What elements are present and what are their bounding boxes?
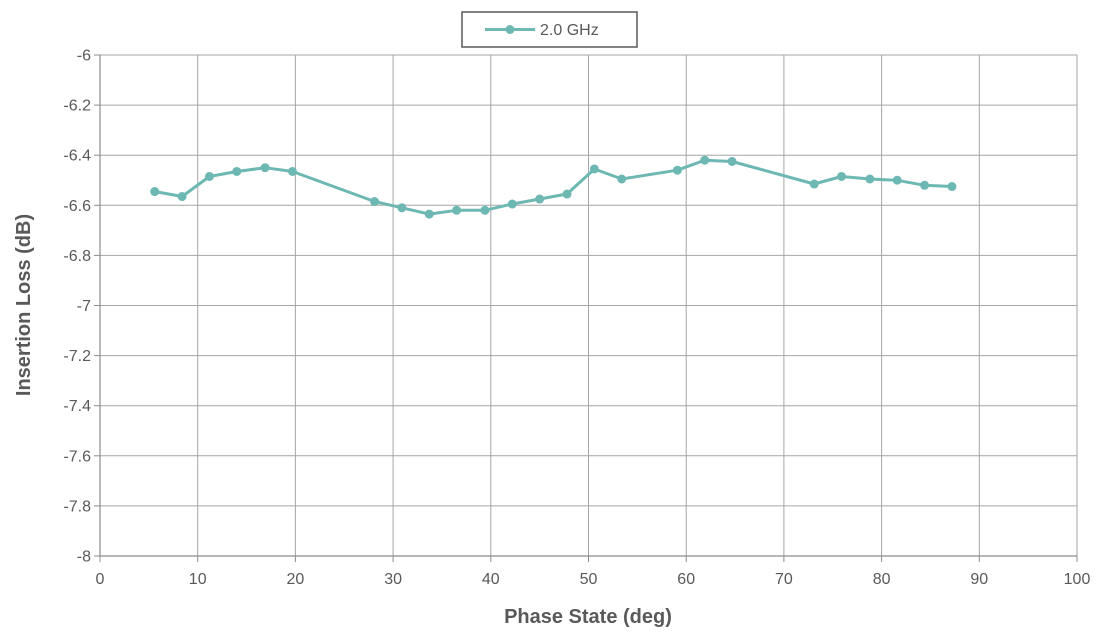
data-point (920, 180, 930, 190)
axes (94, 54, 1078, 562)
data-point (370, 197, 380, 207)
x-tick-label: 70 (775, 571, 793, 588)
data-point (150, 187, 160, 197)
y-tick-label: -6.4 (63, 148, 91, 165)
series-layer (150, 155, 957, 219)
y-tick-label: -7 (77, 298, 91, 315)
data-point (452, 205, 462, 215)
data-point (809, 179, 819, 189)
data-point (260, 163, 270, 173)
x-tick-label: 30 (384, 571, 402, 588)
x-axis-title: Phase State (deg) (504, 606, 672, 628)
data-point (397, 203, 407, 213)
y-tick-label: -6.2 (63, 98, 91, 115)
legend-series-marker (505, 25, 515, 34)
data-point (177, 192, 187, 202)
data-point (287, 166, 297, 176)
y-tick-label: -7.6 (63, 448, 91, 465)
y-axis-title: Insertion Loss (dB) (13, 214, 35, 396)
x-tick-label: 80 (873, 571, 891, 588)
y-tick-label: -7.2 (63, 348, 91, 365)
data-point (837, 171, 847, 181)
y-tick-label: -6.6 (63, 198, 91, 215)
y-tick-labels: -6 -6.2 -6.4 -6.6 -6.8 -7 -7.2 -7.4 -7.6 -7.8 -8 (63, 48, 91, 566)
data-point (535, 194, 545, 204)
x-tick-label: 60 (677, 571, 695, 588)
data-point (589, 164, 599, 174)
x-tick-label: 10 (189, 571, 207, 588)
data-point (232, 166, 242, 176)
data-point (727, 156, 737, 166)
x-tick-label: 40 (482, 571, 500, 588)
data-point (700, 155, 710, 165)
legend: 2.0 GHz (461, 11, 638, 48)
data-point (204, 171, 214, 181)
y-tick-label: -8 (77, 549, 91, 566)
data-point (947, 182, 957, 192)
legend-series-label: 2.0 GHz (540, 22, 599, 39)
data-point (424, 209, 434, 219)
data-point (507, 199, 517, 209)
data-point (892, 175, 902, 185)
y-tick-label: -7.8 (63, 498, 91, 515)
x-tick-labels: 0 10 20 30 40 50 60 70 80 90 100 (96, 571, 1091, 588)
x-tick-label: 90 (970, 571, 988, 588)
y-tick-label: -7.4 (63, 398, 91, 415)
x-tick-label: 50 (580, 571, 598, 588)
series-line (154, 158, 952, 216)
gridlines (99, 54, 1078, 557)
data-point (562, 189, 572, 199)
data-point (617, 174, 627, 184)
data-point (865, 174, 875, 184)
x-tick-label: 0 (96, 571, 105, 588)
data-point (480, 205, 490, 215)
x-tick-label: 100 (1064, 571, 1091, 588)
data-point (672, 165, 682, 175)
y-tick-label: -6.8 (63, 248, 91, 265)
y-tick-label: -6 (77, 48, 91, 65)
x-tick-label: 20 (287, 571, 305, 588)
